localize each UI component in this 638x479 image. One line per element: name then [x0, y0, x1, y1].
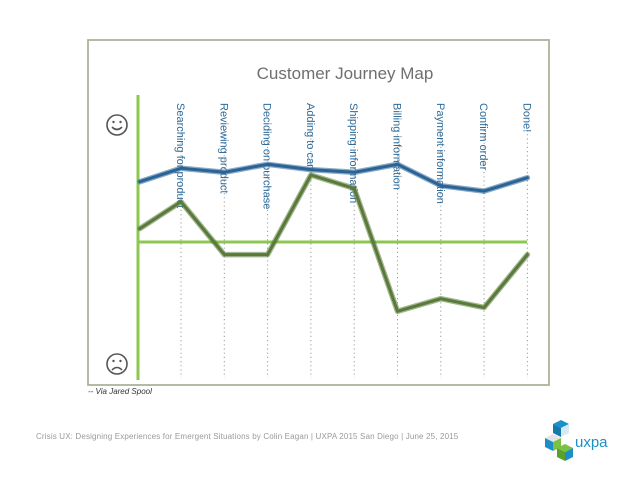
category-label: Shipping information [347, 103, 359, 203]
chart-frame [87, 39, 550, 386]
category-label: Payment information [434, 103, 446, 204]
footer-citation: Crisis UX: Designing Experiences for Eme… [36, 432, 459, 441]
sad-face-icon [106, 353, 128, 375]
credit-note: -- Via Jared Spool [88, 387, 152, 396]
sad-face-icon-eye [112, 359, 115, 363]
happy-face-icon [106, 114, 128, 136]
happy-face-icon-eye [112, 120, 115, 124]
happy-face-icon-eye [119, 120, 122, 124]
category-label: Adding to cart [304, 103, 316, 171]
chart-title: Customer Journey Map [257, 64, 434, 83]
sad-face-icon-mouth [111, 366, 123, 371]
happy-face-icon-mouth [111, 126, 123, 131]
uxpa-logo-mark [545, 420, 573, 461]
category-label: Billing information [391, 103, 403, 190]
series-line [138, 162, 529, 193]
category-label: Reviewing product [217, 103, 229, 193]
series-line-shadow [137, 161, 531, 194]
category-label: Done! [520, 103, 532, 132]
sad-face-icon-eye [119, 359, 122, 363]
category-label: Confirm order [477, 103, 489, 171]
series-line [138, 173, 529, 313]
category-label: Searching for product [174, 103, 186, 208]
category-label: Deciding on purchase [261, 103, 273, 209]
uxpa-logo-text: uxpa [575, 434, 608, 451]
uxpa-logo: uxpa [545, 420, 608, 461]
